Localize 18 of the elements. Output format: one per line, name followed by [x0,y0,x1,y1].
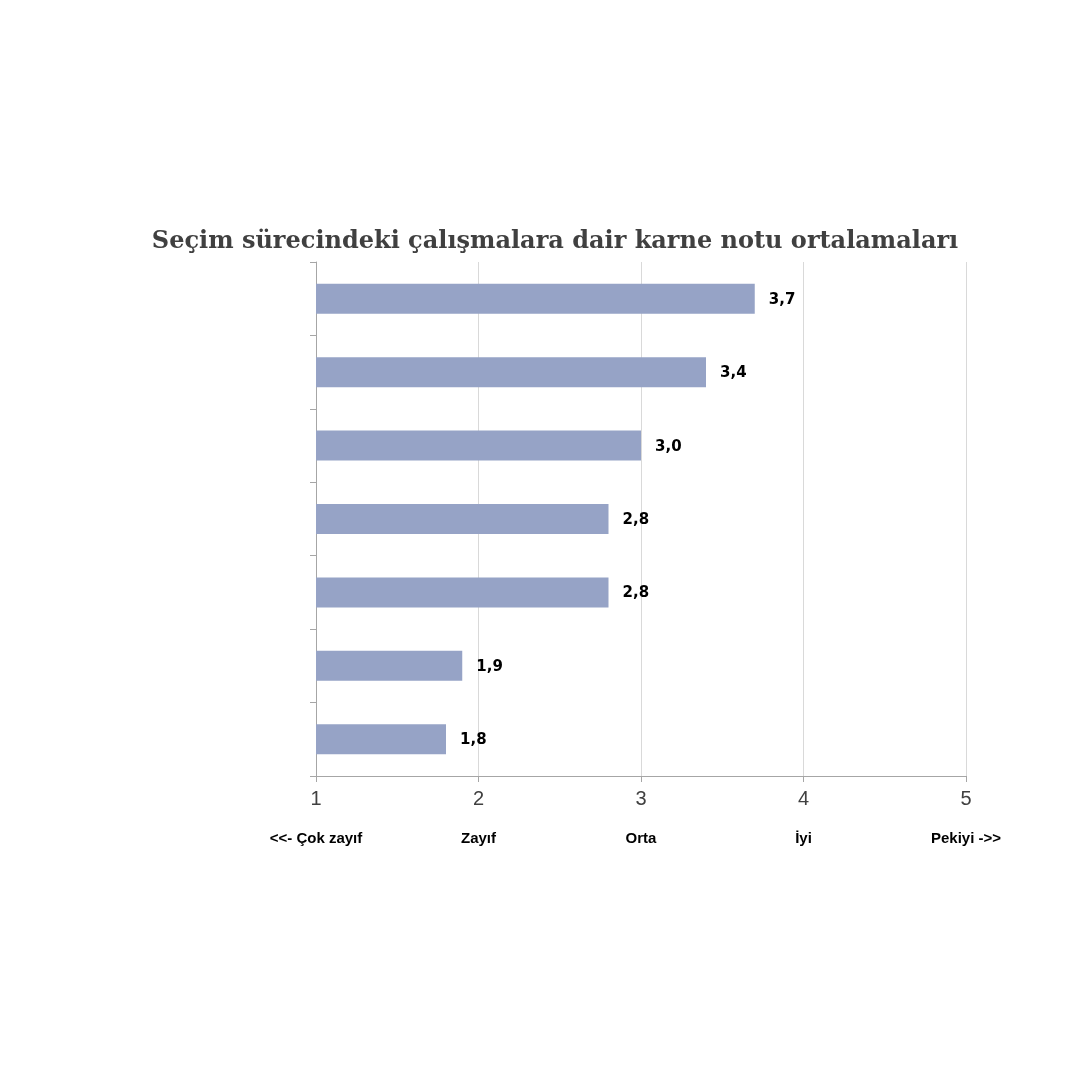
text: Zayıf [460,829,498,846]
x-tick-label: 2 [472,787,485,809]
data-label: 2,8 [622,583,650,602]
data-label: 1,9 [476,656,503,675]
text: Orta [625,829,658,846]
x-tick-label: 1 [310,787,322,809]
x-tick-label: 4 [797,787,810,809]
data-label: 1,8 [460,730,487,749]
data-label: 2,8 [622,510,650,528]
text: Pekiyi ->> [930,829,1002,846]
chart-title: Seçim sürecindeki çalışmalara dair karne notu ortalamaları [151,224,959,254]
text: İyi [795,829,812,846]
data-label: 3,0 [655,436,682,455]
text: <<- Çok zayıf [269,829,364,846]
x-tick-label: 5 [960,787,972,809]
data-label: 3,4 [720,363,747,382]
data-label: 3,7 [768,289,796,308]
x-tick-label: 3 [635,787,647,809]
